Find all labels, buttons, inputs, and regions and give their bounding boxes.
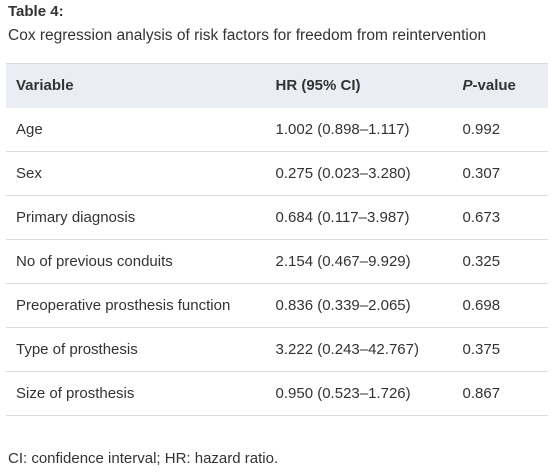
table-footnote: CI: confidence interval; HR: hazard rati… <box>8 450 279 467</box>
cell-variable: Preoperative prosthesis function <box>16 297 231 314</box>
cell-hr: 0.836 (0.339–2.065) <box>275 297 411 314</box>
table-row: Sex 0.275 (0.023–3.280) 0.307 <box>6 152 548 196</box>
header-variable: Variable <box>16 77 74 95</box>
header-hr-ci: HR (95% CI) <box>275 77 361 95</box>
table-row: No of previous conduits 2.154 (0.467–9.9… <box>6 240 548 284</box>
cell-hr: 0.275 (0.023–3.280) <box>275 165 411 182</box>
cell-hr: 1.002 (0.898–1.117) <box>275 120 410 138</box>
header-p-value: P-value <box>453 64 548 108</box>
cell-hr: 3.222 (0.243–42.767) <box>275 341 419 358</box>
cell-p: 0.375 <box>462 341 501 358</box>
table-header-row: Variable HR (95% CI) P-value <box>6 63 548 108</box>
table-row: Size of prosthesis 0.950 (0.523–1.726) 0… <box>6 372 548 416</box>
cell-variable: Primary diagnosis <box>16 209 136 226</box>
cell-p: 0.698 <box>462 297 501 314</box>
table-label: Table 4: <box>8 3 64 20</box>
table-row: Type of prosthesis 3.222 (0.243–42.767) … <box>6 328 548 372</box>
cell-hr: 0.684 (0.117–3.987) <box>275 209 410 226</box>
cell-p: 0.673 <box>462 209 501 226</box>
cell-hr: 0.950 (0.523–1.726) <box>275 385 411 402</box>
cell-variable: Sex <box>16 165 42 182</box>
cell-hr: 2.154 (0.467–9.929) <box>275 253 411 270</box>
cell-variable: No of previous conduits <box>16 253 173 270</box>
cell-p: 0.325 <box>462 253 501 270</box>
table-row: Preoperative prosthesis function 0.836 (… <box>6 284 548 328</box>
cell-p: 0.867 <box>462 385 501 402</box>
cell-variable: Size of prosthesis <box>16 385 135 402</box>
header-p-italic: P <box>462 77 473 95</box>
data-table: Variable HR (95% CI) P-value Age 1.002 (… <box>6 63 548 416</box>
cell-p: 0.307 <box>462 165 501 182</box>
table-caption: Cox regression analysis of risk factors … <box>8 27 487 44</box>
cell-variable: Type of prosthesis <box>16 341 138 358</box>
table-row: Primary diagnosis 0.684 (0.117–3.987) 0.… <box>6 196 548 240</box>
header-p-suffix: -value <box>472 77 516 95</box>
cell-variable: Age <box>16 120 43 138</box>
table-row: Age 1.002 (0.898–1.117) 0.992 <box>6 108 548 152</box>
cell-p: 0.992 <box>462 120 501 138</box>
